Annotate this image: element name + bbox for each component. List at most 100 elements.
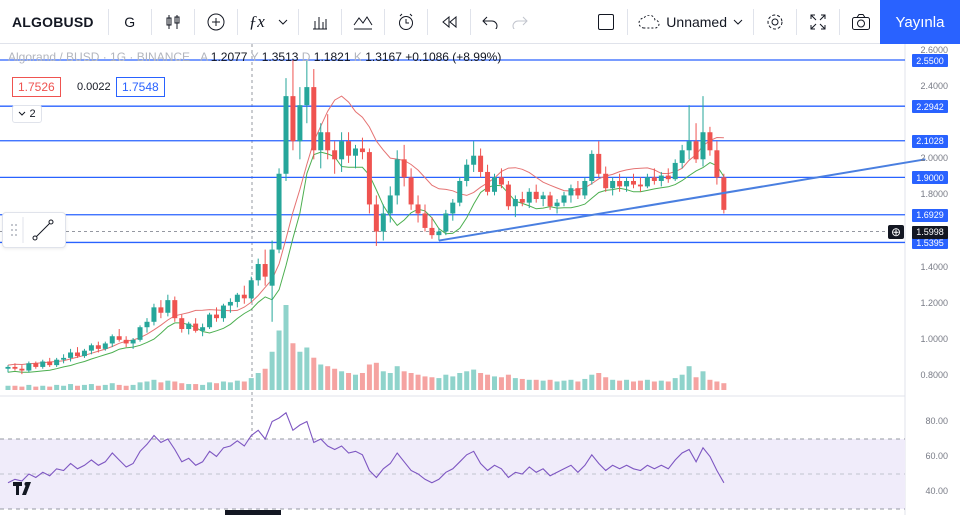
candle-body xyxy=(373,204,379,232)
volume-bar xyxy=(311,357,317,390)
volume-bar xyxy=(234,380,240,390)
toolbar-divider xyxy=(469,8,471,35)
volume-bar xyxy=(498,377,504,390)
alert-button[interactable] xyxy=(389,0,423,44)
candle-body xyxy=(325,132,331,151)
volume-bar xyxy=(325,366,331,390)
undo-button[interactable] xyxy=(475,0,505,44)
add-indicator-button[interactable] xyxy=(199,0,233,44)
volume-bar xyxy=(47,386,53,390)
candle-body xyxy=(248,280,254,299)
indicators-button[interactable]: ƒx xyxy=(242,0,272,44)
volume-bar xyxy=(512,378,518,390)
financials-button[interactable] xyxy=(303,0,337,44)
chart-style-button[interactable] xyxy=(156,0,190,44)
volume-bar xyxy=(665,381,671,390)
fullscreen-button[interactable] xyxy=(801,0,835,44)
toolbar-divider xyxy=(753,8,754,35)
candle-body xyxy=(227,301,233,306)
candle-body xyxy=(311,87,317,151)
candle-body xyxy=(498,177,504,185)
volume-bar xyxy=(26,384,32,390)
candle-body xyxy=(200,327,206,331)
hline-price-tag: 1.6929 xyxy=(912,208,948,222)
candle-body xyxy=(33,363,39,367)
snapshot-button[interactable] xyxy=(844,0,878,44)
sell-price-button[interactable]: 1.7526 xyxy=(12,77,61,97)
candle-body xyxy=(193,323,199,331)
volume-bar xyxy=(54,384,60,390)
chevron-down-icon xyxy=(733,19,743,25)
toolbar-divider xyxy=(627,8,629,35)
volume-bar xyxy=(644,379,650,390)
undo-icon xyxy=(482,16,498,29)
candle-body xyxy=(512,199,518,207)
interval-selector[interactable]: G xyxy=(124,13,136,30)
buy-price-button[interactable]: 1.7548 xyxy=(116,77,165,97)
fullscreen-icon xyxy=(810,14,826,29)
volume-bar xyxy=(75,385,80,390)
hline-price-tag: 2.2942 xyxy=(912,100,948,114)
candle-body xyxy=(158,307,164,313)
drag-handle-icon[interactable] xyxy=(3,213,65,247)
tradingview-logo xyxy=(13,481,39,499)
toolbar-divider xyxy=(107,8,109,35)
volume-bar xyxy=(637,380,643,390)
candle-body xyxy=(220,305,226,319)
trendline-tool-icon[interactable] xyxy=(31,219,55,241)
replay-button[interactable] xyxy=(432,0,466,44)
candle-body xyxy=(95,345,101,349)
price-chart[interactable] xyxy=(0,44,960,515)
candle-body xyxy=(207,314,213,328)
legend-high: 1.3513 xyxy=(261,50,299,64)
toolbar-divider xyxy=(340,8,342,35)
candle-body xyxy=(179,318,185,330)
rsi-tick-label: 60.00 xyxy=(925,450,948,461)
layout-square-icon xyxy=(598,13,615,30)
candle-body xyxy=(665,175,671,180)
add-price-line-icon[interactable]: ⊕ xyxy=(888,224,904,239)
volume-bar xyxy=(624,379,630,390)
candle-body xyxy=(624,180,630,187)
volume-bar xyxy=(485,374,491,390)
volume-bar xyxy=(248,378,254,390)
volume-bar xyxy=(262,368,268,390)
toolbar-divider xyxy=(796,8,797,35)
candle-body xyxy=(533,191,539,200)
volume-bar xyxy=(721,383,727,390)
candle-body xyxy=(318,132,324,151)
settings-button[interactable] xyxy=(758,0,792,44)
symbol-search[interactable]: ALGOBUSD xyxy=(12,13,94,30)
time-scroll-thumb[interactable] xyxy=(225,510,281,515)
layout-name-button[interactable]: Unnamed xyxy=(632,0,749,44)
candle-body xyxy=(339,141,345,160)
toolbar-divider xyxy=(426,8,428,35)
indicators-dropdown[interactable] xyxy=(272,0,294,44)
volume-bar xyxy=(19,386,25,390)
redo-button[interactable] xyxy=(505,0,535,44)
publish-button[interactable]: Yayınla xyxy=(880,0,960,44)
volume-bar xyxy=(172,381,178,390)
volume-bar xyxy=(339,371,345,390)
candle-body xyxy=(714,150,720,178)
layout-select-button[interactable] xyxy=(589,0,623,44)
candle-body xyxy=(165,300,171,313)
bars-icon xyxy=(312,16,327,29)
candle-body xyxy=(457,180,463,203)
volume-bar xyxy=(241,381,247,390)
candle-body xyxy=(582,180,588,196)
candle-body xyxy=(651,177,657,181)
compare-button[interactable] xyxy=(346,0,380,44)
volume-bar xyxy=(679,374,685,390)
volume-bar xyxy=(533,379,539,390)
price-tick-label: 0.8000 xyxy=(920,369,948,380)
candle-body xyxy=(387,195,393,214)
indicator-count: 2 xyxy=(29,108,36,120)
indicators-toggle[interactable]: 2 xyxy=(12,105,42,123)
add-indicator-icon xyxy=(207,13,225,30)
volume-bar xyxy=(415,374,421,390)
volume-bar xyxy=(318,364,324,390)
volume-bar xyxy=(116,384,122,390)
candle-body xyxy=(88,345,94,351)
candle-body xyxy=(68,352,74,358)
